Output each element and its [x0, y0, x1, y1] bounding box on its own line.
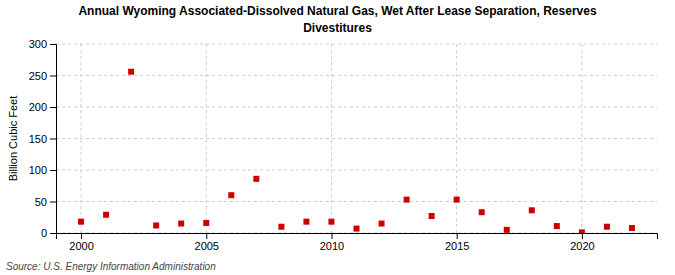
- point: [454, 197, 460, 203]
- y-axis: 0 50 100 150 200 250 300: [29, 38, 57, 239]
- points: [78, 69, 635, 233]
- point: [354, 226, 360, 232]
- y-tick-mark: [50, 139, 56, 140]
- x-tick: 2005: [195, 233, 219, 252]
- x-tick-label: 2015: [445, 240, 469, 252]
- x-tick-mark: [457, 233, 458, 239]
- y-tick-mark: [50, 202, 56, 203]
- subtitle: Divestitures: [303, 21, 372, 35]
- point: [479, 209, 485, 215]
- point: [303, 219, 309, 225]
- x-tick-label: 2010: [320, 240, 344, 252]
- point: [128, 69, 134, 75]
- y-tick: 100: [29, 164, 56, 176]
- y-tick-mark: [50, 233, 56, 234]
- point: [579, 229, 585, 233]
- y-tick: 300: [29, 38, 56, 50]
- point: [629, 225, 635, 231]
- y-tick-mark: [50, 44, 56, 45]
- y-tick: 50: [35, 196, 56, 208]
- grid-line: [581, 44, 582, 233]
- x-axis-line: [57, 234, 658, 240]
- x-tick-mark: [331, 233, 332, 239]
- grid-line: [456, 44, 457, 233]
- point: [379, 221, 385, 227]
- x-tick-mark: [206, 233, 207, 239]
- y-tick-mark: [50, 76, 56, 77]
- x-tick: 2010: [320, 233, 344, 252]
- point: [153, 222, 159, 228]
- y-axis-title: Billion Cubic Feet: [7, 96, 19, 182]
- x-tick-mark: [582, 233, 583, 239]
- point: [404, 197, 410, 203]
- y-tick-label: 100: [29, 164, 47, 176]
- y-tick-mark: [50, 170, 56, 171]
- y-tick-label: 250: [29, 70, 47, 82]
- chart: 2000 2005 2010 2015 2020 0 50 100 150 200 250 300 Bi…: [0, 0, 675, 275]
- y-tick: 200: [29, 101, 56, 113]
- point: [228, 192, 234, 198]
- y-axis-line: [50, 45, 57, 234]
- point: [529, 207, 535, 213]
- point: [554, 223, 560, 229]
- grid-line: [81, 44, 82, 233]
- title: Annual Wyoming Associated-Dissolved Natu…: [78, 4, 596, 18]
- x-tick-label: 2005: [195, 240, 219, 252]
- y-tick: 0: [41, 227, 56, 239]
- point: [178, 221, 184, 227]
- grid: [56, 44, 657, 233]
- grid-line: [206, 44, 207, 233]
- point: [429, 213, 435, 219]
- annotation: Source: U.S. Energy Information Administ…: [6, 261, 216, 272]
- y-tick-mark: [50, 107, 56, 108]
- x-tick-label: 2020: [570, 240, 594, 252]
- x-tick-mark: [81, 233, 82, 239]
- point: [278, 224, 284, 230]
- point: [203, 220, 209, 226]
- point: [328, 219, 334, 225]
- grid-line: [56, 170, 657, 171]
- y-tick-label: 300: [29, 38, 47, 50]
- grid-line: [56, 75, 657, 76]
- grid-line: [56, 201, 657, 202]
- x-tick: 2020: [570, 233, 594, 252]
- point: [78, 219, 84, 225]
- point: [504, 227, 510, 233]
- x-tick: 2015: [445, 233, 469, 252]
- grid-line: [56, 138, 657, 139]
- grid-line: [56, 107, 657, 108]
- grid-line: [331, 44, 332, 233]
- point: [604, 224, 610, 230]
- y-tick-label: 0: [41, 227, 47, 239]
- point: [103, 212, 109, 218]
- y-tick: 150: [29, 133, 56, 145]
- point: [253, 176, 259, 182]
- x-tick-label: 2000: [69, 240, 93, 252]
- x-axis: 2000 2005 2010 2015 2020: [57, 233, 658, 252]
- y-tick-label: 50: [35, 196, 47, 208]
- x-tick: 2000: [69, 233, 93, 252]
- grid-line: [56, 44, 657, 45]
- y-tick-label: 200: [29, 101, 47, 113]
- y-tick: 250: [29, 70, 56, 82]
- y-tick-label: 150: [29, 133, 47, 145]
